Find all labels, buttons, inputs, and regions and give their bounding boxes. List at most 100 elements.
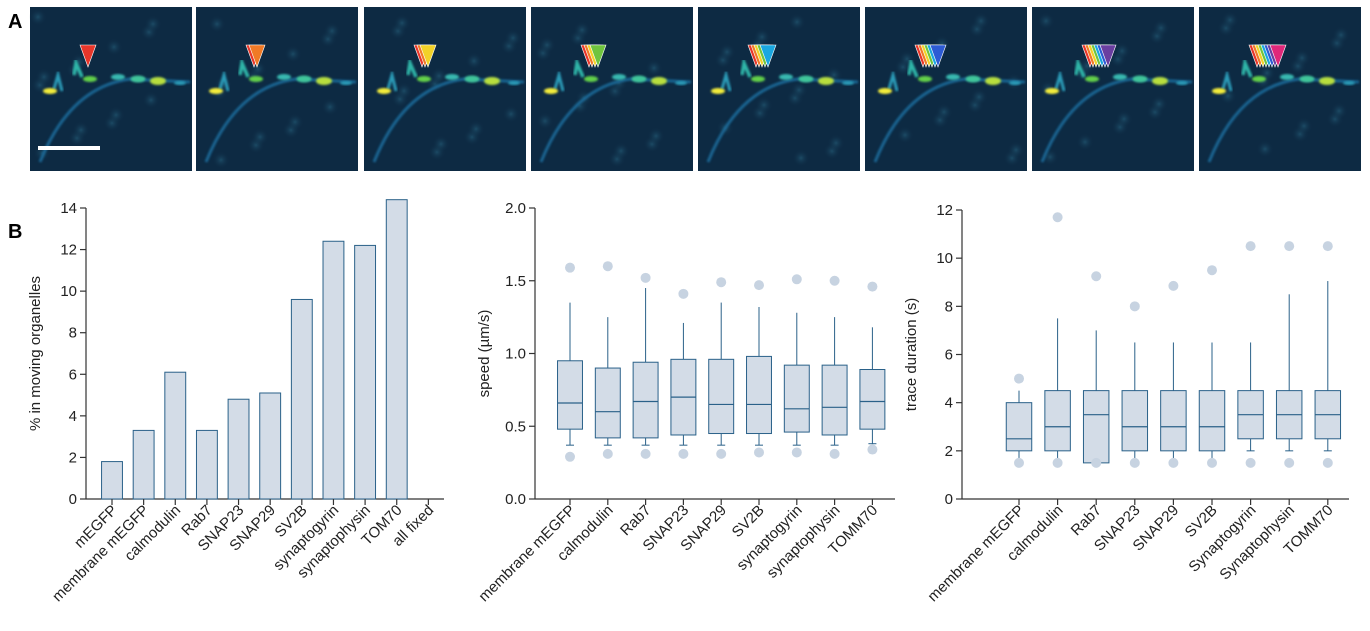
- y-tick-label: 10: [60, 283, 77, 300]
- bright-spot: [1045, 88, 1059, 94]
- y-tick-label: 2: [945, 443, 953, 460]
- bright-spot: [484, 77, 500, 85]
- arrowhead-icon: [1099, 44, 1117, 68]
- noise-speck: [1293, 49, 1311, 67]
- bar: [259, 392, 282, 500]
- noise-speck: [1076, 133, 1094, 151]
- micrograph-frame: [1199, 7, 1361, 171]
- bright-spot: [1212, 88, 1226, 94]
- bright-spot: [1085, 76, 1099, 82]
- noise-speck: [1221, 11, 1239, 29]
- box-group: [708, 277, 735, 459]
- bar: [322, 240, 345, 500]
- noise-speck: [395, 82, 413, 100]
- micrograph-frame: [1032, 7, 1194, 171]
- axon: [706, 77, 859, 163]
- bright-spot: [1280, 74, 1294, 80]
- outlier-point: [1284, 241, 1295, 252]
- y-tick-label: 6: [69, 366, 77, 383]
- box-group: [1314, 241, 1342, 468]
- box: [557, 360, 583, 430]
- box-group: [1275, 241, 1303, 468]
- noise-speck: [29, 8, 47, 26]
- box-group: [783, 274, 810, 458]
- bright-spot: [464, 75, 480, 83]
- y-tick-label: 8: [945, 298, 953, 315]
- box-group: [1005, 373, 1033, 468]
- bright-spot: [985, 77, 1001, 85]
- box-group: [1237, 241, 1264, 468]
- y-axis-title: trace duration (s): [903, 298, 920, 411]
- outlier-point: [1207, 265, 1217, 276]
- box: [594, 367, 621, 439]
- noise-speck: [755, 96, 773, 114]
- box-group: [1198, 265, 1226, 468]
- y-tick-label: 0.5: [505, 418, 526, 435]
- bright-spot: [296, 75, 312, 83]
- noise-speck: [35, 68, 53, 86]
- bright-spot: [111, 74, 125, 80]
- noise-speck: [538, 36, 556, 54]
- bright-spot: [1252, 76, 1266, 82]
- bright-spot: [779, 74, 793, 80]
- bright-spot: [417, 76, 431, 82]
- outlier-point: [1091, 457, 1102, 468]
- noise-speck: [1007, 141, 1025, 159]
- y-tick-label: 2.0: [505, 200, 526, 217]
- noise-speck: [321, 98, 339, 116]
- outlier-point: [1052, 212, 1063, 223]
- bar: [132, 429, 155, 500]
- outlier-point: [678, 288, 689, 299]
- noise-speck: [1295, 117, 1313, 135]
- box-group: [1160, 280, 1187, 468]
- branch: [740, 56, 752, 78]
- axon: [539, 77, 692, 163]
- noise-speck: [72, 121, 90, 139]
- noise-speck: [286, 113, 304, 131]
- bar: [290, 298, 313, 500]
- outlier-point: [791, 274, 802, 285]
- outlier-point: [829, 448, 840, 459]
- axon: [38, 77, 191, 163]
- branch: [386, 69, 398, 92]
- bright-spot: [584, 76, 598, 82]
- y-tick-label: 4: [69, 408, 77, 425]
- box: [632, 361, 659, 439]
- micrograph-strip: [29, 7, 1361, 171]
- bright-spot: [612, 74, 626, 80]
- outlier-point: [1168, 280, 1179, 291]
- box: [1082, 390, 1110, 464]
- panel-label-b: B: [8, 221, 22, 243]
- outlier-point: [1322, 457, 1333, 468]
- noise-speck: [107, 106, 125, 124]
- noise-speck: [502, 105, 520, 123]
- arrowhead-icon: [248, 44, 266, 68]
- branch: [238, 56, 250, 78]
- bar: [101, 461, 123, 500]
- noise-speck: [1152, 19, 1170, 37]
- box: [1121, 390, 1149, 452]
- bright-spot: [1009, 81, 1021, 85]
- y-tick-label: 14: [60, 200, 77, 217]
- noise-speck: [896, 126, 914, 144]
- branch: [907, 56, 919, 78]
- bright-spot: [751, 76, 765, 82]
- bright-spot: [277, 74, 291, 80]
- box-group: [594, 261, 621, 459]
- noise-speck: [1037, 12, 1055, 30]
- noise-speck: [1150, 95, 1168, 113]
- outlier-point: [1052, 457, 1063, 468]
- outlier-point: [1245, 457, 1256, 468]
- bright-spot: [83, 76, 97, 82]
- outlier-point: [1245, 241, 1256, 252]
- branch: [1074, 56, 1086, 78]
- micrograph-frame: [698, 7, 860, 171]
- noise-speck: [1330, 102, 1348, 120]
- outlier-point: [602, 261, 613, 272]
- bright-spot: [209, 88, 223, 94]
- branch: [218, 69, 230, 92]
- outlier-point: [716, 277, 727, 288]
- axon: [204, 77, 357, 163]
